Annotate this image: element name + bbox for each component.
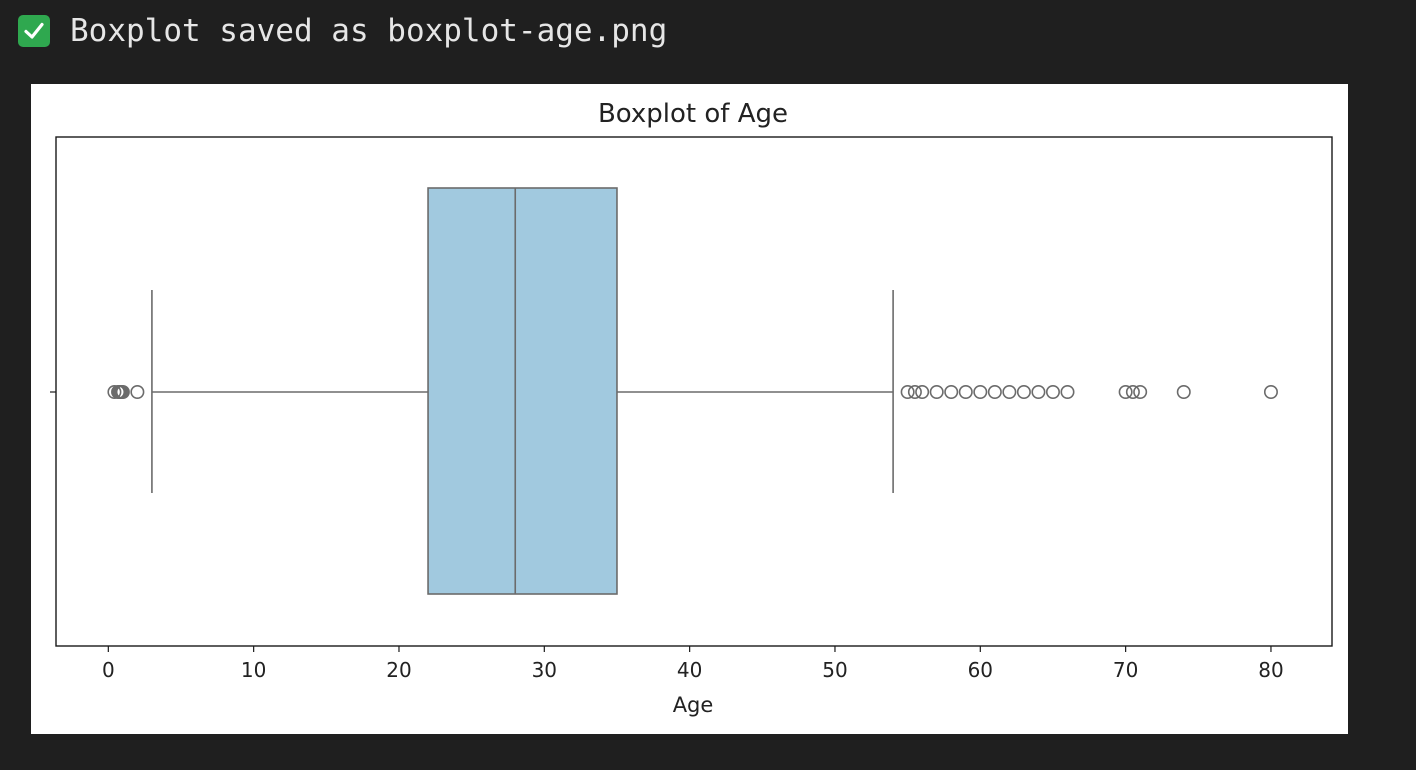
- boxplot-figure: Boxplot of Age 0 10 20 30 40 50 60 70 80 Age: [31, 84, 1348, 734]
- outlier-point: [1133, 384, 1148, 399]
- outlier-point: [907, 384, 922, 399]
- x-tick-label: 50: [822, 658, 847, 682]
- outlier-point: [944, 384, 959, 399]
- outlier-point: [1125, 384, 1140, 399]
- outlier-point: [107, 384, 122, 399]
- x-axis-label: Age: [673, 693, 714, 717]
- outlier-point: [115, 384, 130, 399]
- outlier-point: [915, 384, 930, 399]
- outlier-point: [929, 384, 944, 399]
- x-tick-label: 60: [968, 658, 993, 682]
- outlier-point: [1016, 384, 1031, 399]
- outlier-point: [1118, 384, 1133, 399]
- outlier-point: [958, 384, 973, 399]
- iqr-box: [427, 187, 618, 595]
- x-tick-label: 70: [1113, 658, 1138, 682]
- outlier-point: [1060, 384, 1075, 399]
- outlier-point: [1176, 384, 1191, 399]
- chart-title: Boxplot of Age: [598, 99, 788, 129]
- outlier-point: [1002, 384, 1017, 399]
- x-tick-label: 40: [677, 658, 702, 682]
- console-message: Boxplot saved as boxplot-age.png: [70, 13, 668, 49]
- outlier-point: [973, 384, 988, 399]
- outlier-point: [1045, 384, 1060, 399]
- outlier-point: [130, 384, 145, 399]
- x-tick-label: 80: [1258, 658, 1283, 682]
- boxplot-chart: Boxplot of Age 0 10 20 30 40 50 60 70 80 Age: [50, 99, 1333, 717]
- outlier-point: [1031, 384, 1046, 399]
- x-tick-label: 10: [241, 658, 266, 682]
- check-mark-icon: [18, 15, 50, 47]
- outlier-point: [1263, 384, 1278, 399]
- outlier-point: [900, 384, 915, 399]
- x-tick-label: 20: [386, 658, 411, 682]
- x-tick-label: 0: [102, 658, 115, 682]
- console-output-line: Boxplot saved as boxplot-age.png: [18, 8, 667, 54]
- x-tick-label: 30: [532, 658, 557, 682]
- outlier-point: [987, 384, 1002, 399]
